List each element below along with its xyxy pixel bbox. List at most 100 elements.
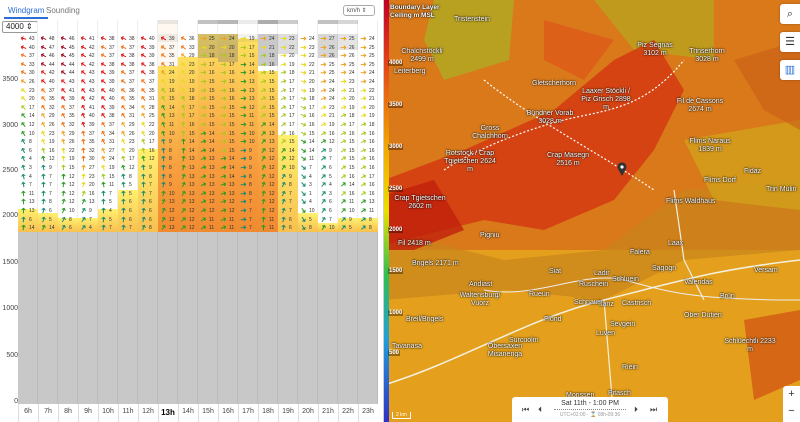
wind-cell: ➜ 23 — [38, 128, 58, 138]
hour-label[interactable]: 23h — [362, 408, 374, 415]
hour-label[interactable]: 7h — [44, 408, 52, 415]
layers-settings-button[interactable]: ☰ — [780, 32, 800, 52]
wind-speed: 15 — [209, 96, 215, 103]
wind-cell: ➜ 44 — [58, 67, 78, 78]
windgram-column[interactable]: ➜ 38 ➜ 37 ➜ 38 ➜ 38 ➜ 37 ➜ 37 ➜ 36 ➜ 35 ➜ 34 ➜ 31 ➜ 29 ➜ 26 ➜ 23 ➜… — [118, 20, 138, 404]
wind-speed: 39 — [89, 122, 95, 128]
tab-windgram[interactable]: Windgram — [4, 4, 49, 19]
hour-label[interactable]: 13h — [161, 408, 175, 417]
windgram-column[interactable]: ➜ 19 ➜ 17 ➜ 15 ➜ 14 ➜ 14 ➜ 13 ➜ 13 ➜ 13 ➜ 12 ➜ 11 ➜ 11 ➜ 10 ➜ 10 ➜… — [238, 20, 258, 404]
hour-label[interactable]: 12h — [142, 408, 154, 415]
windgram-column[interactable]: ➜ 36 ➜ 33 ➜ 29 ➜ 23 ➜ 20 ➜ 19 ➜ 19 ➜ 18 ➜ 17 ➜ 17 ➜ 16 ➜ 15 ➜ 14 ➜… — [178, 20, 198, 404]
wind-cell: ➜ 21 — [298, 68, 318, 78]
wind-cell: ➜ 24 — [318, 85, 338, 96]
wind-speed: 6 — [149, 199, 152, 206]
wind-speed: 19 — [369, 113, 375, 120]
wind-speed: 18 — [269, 53, 275, 60]
windgram-column[interactable]: ➜ 24 ➜ 23 ➜ 22 ➜ 22 ➜ 21 ➜ 20 ➜ 19 ➜ 18 ➜ 17 ➜ 16 ➜ 16 ➜ 15 ➜ 14 ➜… — [298, 20, 318, 404]
hour-label[interactable]: 18h — [262, 408, 274, 415]
wind-cell: ➜ 12 — [58, 172, 78, 181]
wind-cell: ➜ 16 — [338, 170, 358, 181]
windgram-column[interactable]: ➜ 39 ➜ 37 ➜ 35 ➜ 31 ➜ 24 ➜ 19 ➜ 16 ➜ 15 ➜ 14 ➜ 13 ➜ 11 ➜ 10 ➜ 9 ➜ 8… — [158, 20, 178, 404]
hour-label[interactable]: 16h — [222, 408, 234, 415]
map-place-label: Flond — [544, 316, 562, 323]
hour-label[interactable]: 9h — [84, 408, 92, 415]
wind-speed: 25 — [209, 36, 215, 42]
wind-speed: 17 — [349, 122, 355, 128]
map[interactable]: 4000 3500 3000 2500 2000 1500 1000 500 B… — [384, 0, 800, 422]
windgram-column[interactable]: ➜ 27 ➜ 26 ➜ 26 ➜ 25 ➜ 25 ➜ 24 ➜ 24 ➜ 24 ➜ 23 ➜ 21 ➜ 19 ➜ 16 ➜ 12 ➜… — [318, 20, 338, 404]
hour-label[interactable]: 10h — [102, 408, 114, 415]
boundary-layer-fill — [238, 38, 258, 232]
hour-label[interactable]: 6h — [24, 408, 32, 415]
wind-cell: ➜ 5 — [338, 222, 358, 233]
altitude-tick: 1500 — [2, 259, 18, 266]
zoom-in-button[interactable]: + — [788, 388, 795, 400]
terrain-fill — [138, 231, 158, 404]
windgram-column[interactable]: ➜ 48 ➜ 47 ➜ 46 ➜ 44 ➜ 42 ➜ 40 ➜ 37 ➜ 35 ➜ 32 ➜ 29 ➜ 26 ➜ 23 ➜ 19 ➜… — [38, 20, 58, 404]
search-button[interactable]: ⌕ — [780, 4, 800, 24]
skip-back-icon[interactable]: ⏮ — [522, 405, 530, 414]
hour-label[interactable]: 15h — [202, 408, 214, 415]
windgram-grid[interactable]: ➜ 43 ➜ 40 ➜ 37 ➜ 33 ➜ 30 ➜ 26 ➜ 23 ➜ 20 ➜ 17 ➜ 14 ➜ 12 ➜ 10 ➜ 8 ➜ 6… — [18, 20, 380, 404]
hour-label[interactable]: 11h — [122, 408, 134, 415]
map-place-label: Sagogn — [652, 265, 677, 272]
time-slider[interactable] — [554, 409, 626, 410]
windgram-column[interactable]: ➜ 24 ➜ 20 ➜ 18 ➜ 17 ➜ 16 ➜ 16 ➜ 16 ➜ 16 ➜ 15 ➜ 15 ➜ 15 ➜ 15 ➜ 15 ➜… — [218, 20, 238, 404]
windgram-column[interactable]: ➜ 24 ➜ 25 ➜ 25 ➜ 25 ➜ 24 ➜ 24 ➜ 22 ➜ 21 ➜ 20 ➜ 19 ➜ 18 ➜ 16 ➜ 16 ➜… — [358, 20, 378, 404]
wind-cell: ➜ 35 — [138, 85, 158, 96]
wind-speed: 44 — [69, 70, 75, 77]
windgram-column[interactable]: ➜ 41 ➜ 42 ➜ 42 ➜ 42 ➜ 43 ➜ 43 ➜ 43 ➜ 42 ➜ 41 ➜ 40 ➜ 39 ➜ 37 ➜ 35 ➜… — [78, 20, 98, 404]
windgram-column[interactable]: ➜ 25 ➜ 20 ➜ 18 ➜ 17 ➜ 16 ➜ 15 ➜ 15 ➜ 15 ➜ 15 ➜ 15 ➜ 15 ➜ 14 ➜ 14 ➜… — [198, 20, 218, 404]
hour-label[interactable]: 22h — [342, 408, 354, 415]
wind-speed: 12 — [149, 156, 155, 163]
wind-speed: 8 — [149, 225, 152, 232]
wind-cell: ➜ 24 — [318, 93, 338, 104]
wind-speed: 12 — [69, 199, 75, 206]
wind-speed: 14 — [29, 225, 35, 232]
windgram-column[interactable]: ➜ 38 ➜ 37 ➜ 37 ➜ 38 ➜ 39 ➜ 39 ➜ 40 ➜ 40 ➜ 39 ➜ 38 ➜ 37 ➜ 34 ➜ 31 ➜… — [98, 20, 118, 404]
hour-label[interactable]: 19h — [282, 408, 294, 415]
hour-label[interactable]: 20h — [302, 408, 314, 415]
wind-speed: 11 — [269, 216, 275, 223]
wind-speed: 31 — [169, 61, 175, 68]
wind-speed: 24 — [369, 36, 375, 42]
zoom-out-button[interactable]: − — [788, 405, 795, 417]
windgram-column[interactable]: ➜ 25 ➜ 26 ➜ 26 ➜ 25 ➜ 24 ➜ 23 ➜ 21 ➜ 20 ➜ 19 ➜ 18 ➜ 17 ➜ 16 ➜ 15 ➜… — [338, 20, 358, 404]
windgram-toggle-button[interactable]: ▥ — [780, 60, 800, 80]
hour-label[interactable]: 8h — [64, 408, 72, 415]
wind-cell: ➜ 15 — [258, 110, 278, 121]
step-forward-icon[interactable]: ⏵ — [634, 405, 638, 414]
map-place-label: Obersaxen Misanenga — [487, 343, 523, 358]
hour-label[interactable]: 14h — [182, 408, 194, 415]
wind-speed: 11 — [29, 190, 35, 197]
tab-sounding[interactable]: Sounding — [46, 6, 80, 15]
wind-speed: 35 — [129, 96, 135, 103]
wind-speed: 44 — [49, 61, 55, 68]
hour-label[interactable]: 17h — [242, 408, 254, 415]
wind-speed: 13 — [189, 173, 195, 180]
windgram-column[interactable]: ➜ 46 ➜ 45 ➜ 45 ➜ 44 ➜ 44 ➜ 43 ➜ 41 ➜ 39 ➜ 37 ➜ 35 ➜ 32 ➜ 29 ➜ 26 ➜… — [58, 20, 78, 404]
windgram-column[interactable]: ➜ 43 ➜ 40 ➜ 37 ➜ 33 ➜ 30 ➜ 26 ➜ 23 ➜ 20 ➜ 17 ➜ 14 ➜ 12 ➜ 10 ➜ 8 ➜ 6… — [18, 20, 38, 404]
wind-speed: 8 — [249, 182, 252, 189]
altitude-select[interactable]: 4000 ⇕ — [2, 21, 38, 33]
unit-select[interactable]: km/h ⇕ — [343, 5, 375, 16]
wind-cell: ➜ 19 — [318, 119, 338, 130]
map-pin-icon[interactable] — [617, 162, 627, 176]
wind-cell: ➜ 17 — [178, 111, 198, 120]
wind-cell: ➜ 34 — [98, 128, 118, 138]
wind-cell: ➜ 20 — [278, 51, 298, 61]
wind-cell: ➜ 13 — [218, 188, 238, 199]
boundary-layer-fill — [338, 218, 358, 232]
scale-tick: 4000 — [388, 60, 404, 66]
hour-label[interactable]: 21h — [322, 408, 334, 415]
skip-forward-icon[interactable]: ⏭ — [650, 405, 658, 414]
windgram-column[interactable]: ➜ 23 ➜ 22 ➜ 20 ➜ 19 ➜ 18 ➜ 17 ➜ 17 ➜ 17 ➜ 17 ➜ 17 ➜ 17 ➜ 16 ➜ 15 ➜… — [278, 20, 298, 404]
windgram-column[interactable]: ➜ 24 ➜ 21 ➜ 18 ➜ 16 ➜ 15 ➜ 15 ➜ 15 ➜ 15 ➜ 15 ➜ 15 ➜ 14 ➜ 13 ➜ 13 ➜… — [258, 20, 278, 404]
wind-cell: ➜ 8 — [18, 137, 38, 147]
wind-speed: 7 — [309, 165, 312, 171]
cloud-shade — [338, 34, 358, 50]
step-back-icon[interactable]: ⏴ — [538, 405, 542, 414]
wind-cell: ➜ 7 — [318, 214, 338, 225]
windgram-column[interactable]: ➜ 40 ➜ 39 ➜ 39 ➜ 38 ➜ 38 ➜ 37 ➜ 35 ➜ 31 ➜ 28 ➜ 25 ➜ 22 ➜ 20 ➜ 17 ➜… — [138, 20, 158, 404]
